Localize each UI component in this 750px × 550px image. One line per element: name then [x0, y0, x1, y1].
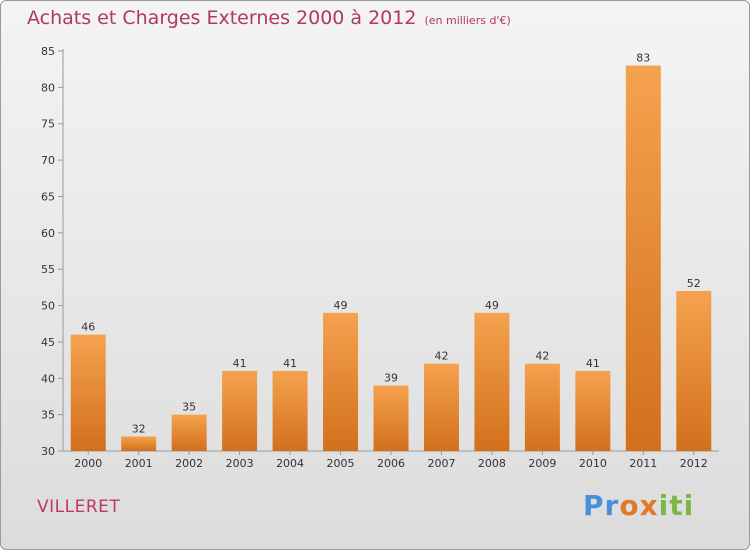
y-tick-label: 60 [41, 227, 55, 240]
x-tick-label: 2011 [629, 457, 657, 470]
x-tick-label: 2003 [226, 457, 254, 470]
bar [222, 371, 258, 451]
x-tick-label: 2000 [74, 457, 102, 470]
bar [323, 312, 359, 451]
data-label: 41 [233, 357, 247, 370]
y-tick-label: 45 [41, 336, 55, 349]
chart-title-text: Achats et Charges Externes 2000 à 2012 [27, 7, 417, 29]
y-tick-label: 75 [41, 118, 55, 131]
bar [524, 363, 560, 451]
y-tick-label: 30 [41, 445, 55, 458]
data-label: 49 [485, 299, 499, 312]
data-label: 42 [434, 350, 448, 363]
chart-title: Achats et Charges Externes 2000 à 2012 (e… [27, 7, 511, 29]
data-label: 52 [687, 277, 701, 290]
y-tick-label: 80 [41, 81, 55, 94]
x-tick-label: 2006 [377, 457, 405, 470]
bar [272, 371, 308, 451]
y-tick-label: 70 [41, 154, 55, 167]
data-label: 83 [636, 52, 650, 65]
data-label: 41 [283, 357, 297, 370]
y-tick-label: 50 [41, 300, 55, 313]
x-tick-label: 2001 [125, 457, 153, 470]
x-tick-label: 2004 [276, 457, 304, 470]
x-tick-label: 2008 [478, 457, 506, 470]
bar [70, 334, 106, 451]
data-label: 35 [182, 401, 196, 414]
y-tick-label: 55 [41, 263, 55, 276]
y-tick-label: 35 [41, 409, 55, 422]
y-tick-label: 40 [41, 372, 55, 385]
bar [474, 312, 510, 451]
bar [423, 363, 459, 451]
data-label: 39 [384, 372, 398, 385]
logo-part-2: ox [619, 489, 659, 522]
x-tick-label: 2002 [175, 457, 203, 470]
x-tick-label: 2007 [427, 457, 455, 470]
chart-subtitle: (en milliers d'€) [424, 14, 511, 27]
y-tick-label: 65 [41, 190, 55, 203]
y-tick-label: 85 [41, 45, 55, 58]
x-tick-label: 2010 [579, 457, 607, 470]
proxiti-logo[interactable]: Proxiti [583, 489, 694, 522]
bar [373, 385, 409, 451]
logo-part-1: Pr [583, 489, 620, 522]
data-label: 42 [535, 350, 549, 363]
data-label: 46 [81, 321, 95, 334]
data-label: 49 [334, 299, 348, 312]
bar [625, 65, 661, 451]
bar [575, 371, 611, 451]
x-tick-label: 2012 [680, 457, 708, 470]
bar [171, 414, 207, 451]
data-label: 32 [132, 422, 146, 435]
logo-part-3: iti [658, 489, 695, 522]
bar [121, 436, 157, 451]
x-tick-label: 2009 [528, 457, 556, 470]
commune-name: VILLERET [37, 497, 121, 517]
data-label: 41 [586, 357, 600, 370]
x-tick-label: 2005 [327, 457, 355, 470]
bar [676, 291, 712, 451]
